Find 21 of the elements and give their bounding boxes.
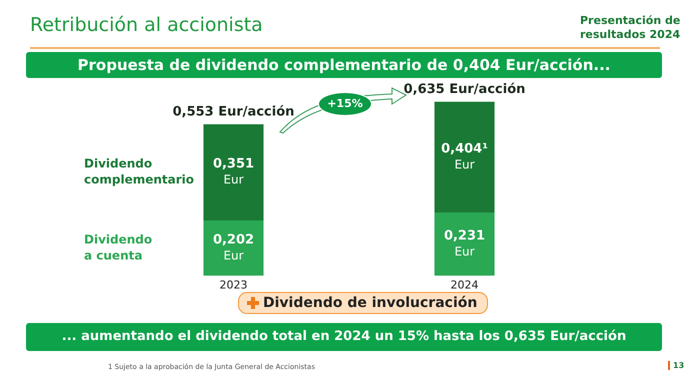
bar — [434, 212, 495, 276]
bar — [434, 102, 495, 213]
bar — [203, 124, 264, 220]
bar — [203, 220, 264, 276]
x-tick-label: 2024 — [450, 278, 478, 292]
series-label: Dividendo complementario — [84, 156, 194, 186]
total-label: 0,553 Eur/acción — [172, 104, 294, 120]
data-label: 0,231 Eur — [444, 228, 486, 258]
total-label: 0,635 Eur/acción — [404, 82, 526, 98]
x-tick-label: 2023 — [220, 278, 248, 292]
text: Dividendo de involucración — [263, 295, 478, 311]
annotation: +15% — [318, 92, 372, 116]
chart-subtitle: Propuesta de dividendo complementario de 0,404 Eur/acción... — [26, 52, 662, 78]
data-label: 0,351 Eur — [212, 156, 254, 186]
chart-title: Retribución al accionista — [30, 14, 263, 36]
data-label: 0,202 Eur — [212, 232, 254, 262]
text: 13 — [668, 361, 684, 370]
text: Dividendo a cuenta — [84, 232, 152, 262]
data-label: 0,404¹ Eur — [441, 142, 488, 172]
text: ... aumentando el dividendo total en 2024 un 15% hasta los 0,635 Eur/acción — [26, 323, 662, 351]
text: Presentación de resultados 2024 — [580, 14, 682, 42]
